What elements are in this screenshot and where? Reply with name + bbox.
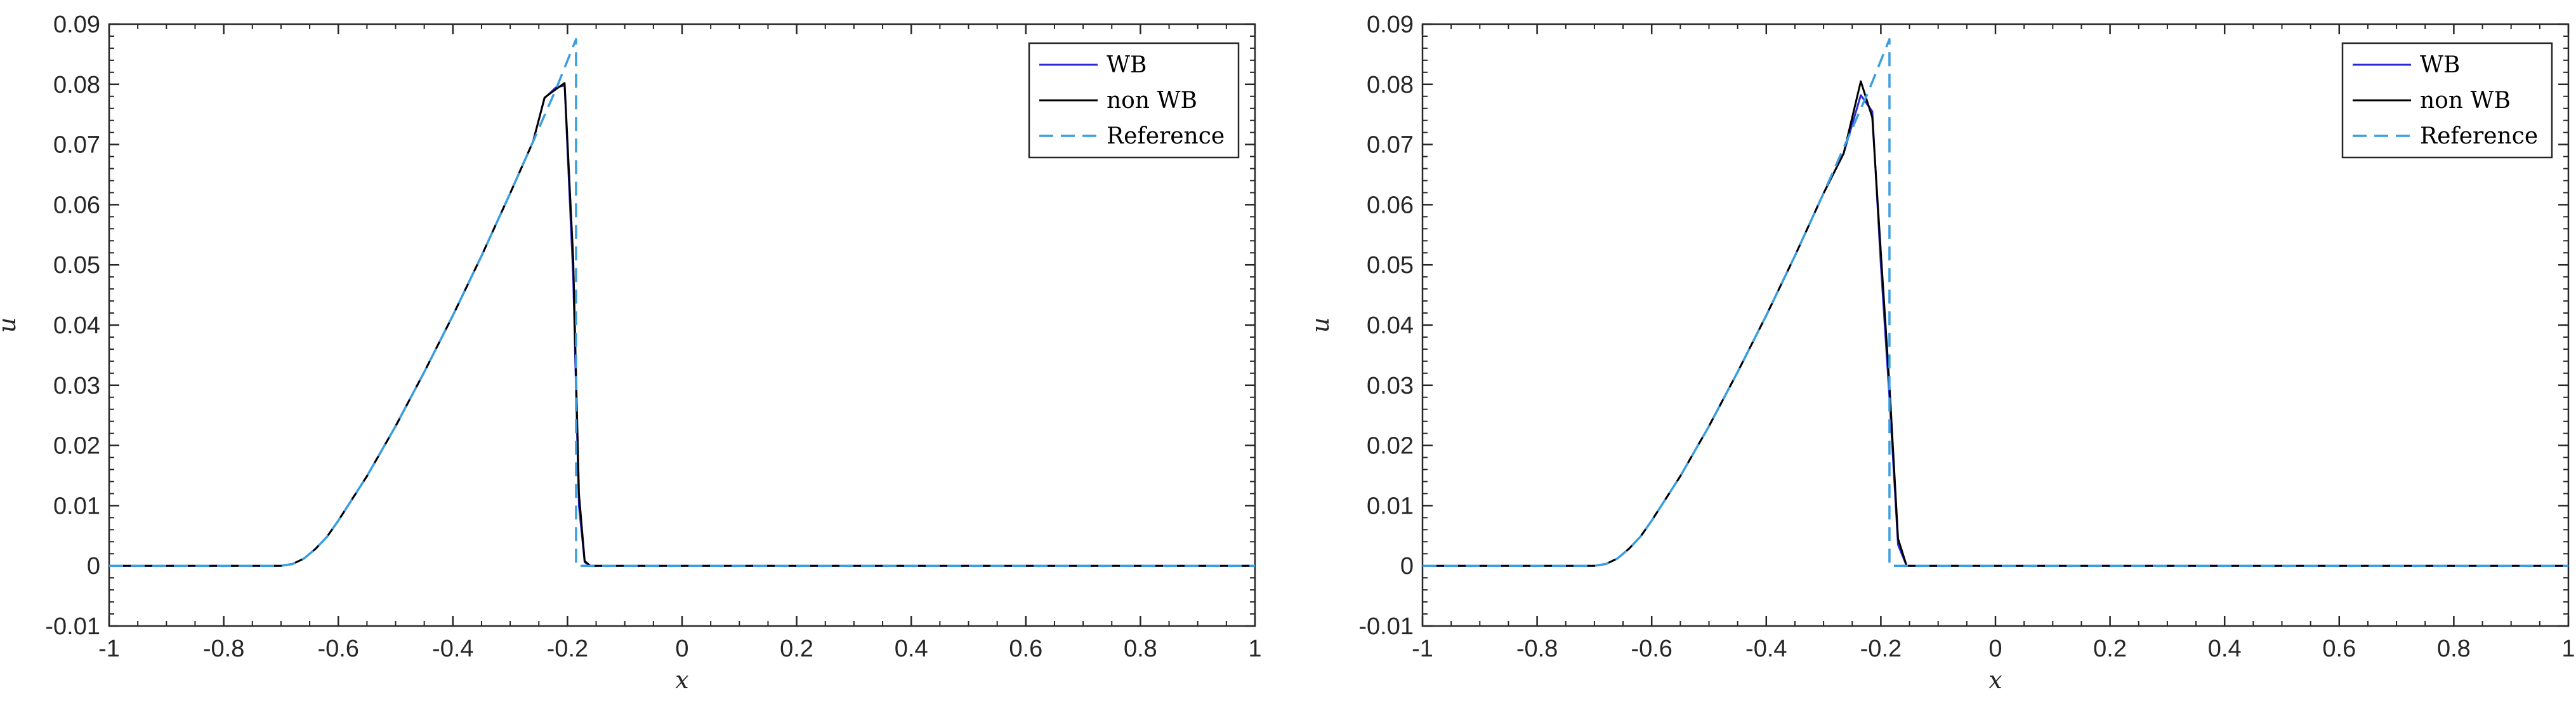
right-panel: -1 -0.8 -0.6 -0.4 -0.2 0 0.2 0.4 0.6 0.8 1 -0.01 0 0.… (1306, 11, 2575, 694)
x-tick-label: 0 (1988, 636, 2002, 662)
y-tick-label: 0.06 (1367, 192, 1414, 218)
legend-label: Reference (2420, 123, 2538, 149)
x-tick-label: -0.6 (317, 636, 358, 662)
series-group (109, 37, 1255, 567)
legend: WB non WB Reference (2341, 42, 2553, 159)
x-tick-label: 0.2 (780, 636, 813, 662)
y-tick-label: 0.04 (53, 312, 100, 339)
legend: WB non WB Reference (1028, 42, 1240, 159)
y-tick-label: 0.09 (1367, 11, 1414, 38)
x-tick-label: -0.4 (1745, 636, 1787, 662)
x-tick-label: -0.8 (203, 636, 244, 662)
y-tick-label: 0 (1400, 553, 1414, 580)
y-tick-label: 0.04 (1367, 312, 1414, 339)
y-tick-label: 0.01 (1367, 493, 1414, 519)
series-line-reference (109, 37, 1255, 567)
y-tick-label: 0.08 (1367, 72, 1414, 98)
y-tick-label: -0.01 (1358, 613, 1414, 640)
y-axis-title: u (0, 317, 21, 333)
y-tick-label: 0.02 (53, 433, 100, 460)
x-tick-label: -0.2 (1860, 636, 1902, 662)
x-tick-label: -1 (1412, 636, 1433, 662)
y-tick-label: 0.07 (53, 132, 100, 159)
x-tick-label: 0.4 (2208, 636, 2242, 662)
left-panel: -1 -0.8 -0.6 -0.4 -0.2 0 0.2 0.4 0.6 0.8 1 -0.01 0 0.… (0, 11, 1262, 694)
legend-label: WB (2420, 52, 2460, 78)
legend-label: Reference (1107, 123, 1225, 149)
series-line-reference (1423, 37, 2568, 567)
y-tick-label: 0.07 (1367, 132, 1414, 159)
x-tick-label: -0.2 (547, 636, 588, 662)
y-tick-label: 0.06 (53, 192, 100, 218)
y-tick-label: 0.05 (1367, 252, 1414, 279)
y-tick-label: 0.09 (53, 11, 100, 38)
x-tick-label: -0.6 (1631, 636, 1672, 662)
legend-label: non WB (2420, 88, 2511, 114)
y-tick-label: 0.08 (53, 72, 100, 98)
x-tick-label: 1 (1248, 636, 1261, 662)
series-group (1423, 37, 2568, 567)
x-tick-label: 0.8 (1124, 636, 1157, 662)
y-tick-label: 0.03 (53, 373, 100, 399)
x-tick-label: 0.2 (2093, 636, 2127, 662)
x-axis-title: x (1988, 666, 2002, 694)
x-tick-label: -0.8 (1516, 636, 1558, 662)
y-tick-label: 0.05 (53, 252, 100, 279)
y-tick-label: 0.01 (53, 493, 100, 519)
y-tick-label: -0.01 (45, 613, 100, 640)
x-tick-label: 0.6 (2322, 636, 2356, 662)
x-tick-label: 1 (2561, 636, 2575, 662)
x-axis-title: x (675, 666, 688, 694)
y-tick-label: 0.02 (1367, 433, 1414, 460)
y-tick-label: 0.03 (1367, 373, 1414, 399)
legend-box (1028, 42, 1240, 159)
y-tick-label: 0 (87, 553, 100, 580)
x-tick-label: 0.8 (2437, 636, 2471, 662)
legend-label: non WB (1107, 88, 1197, 114)
x-tick-label: 0 (675, 636, 688, 662)
x-tick-label: 0.6 (1009, 636, 1042, 662)
x-tick-label: -1 (98, 636, 120, 662)
y-axis-title: u (1306, 317, 1334, 333)
x-tick-label: -0.4 (432, 636, 473, 662)
legend-label: WB (1107, 52, 1147, 78)
x-tick-label: 0.4 (895, 636, 928, 662)
